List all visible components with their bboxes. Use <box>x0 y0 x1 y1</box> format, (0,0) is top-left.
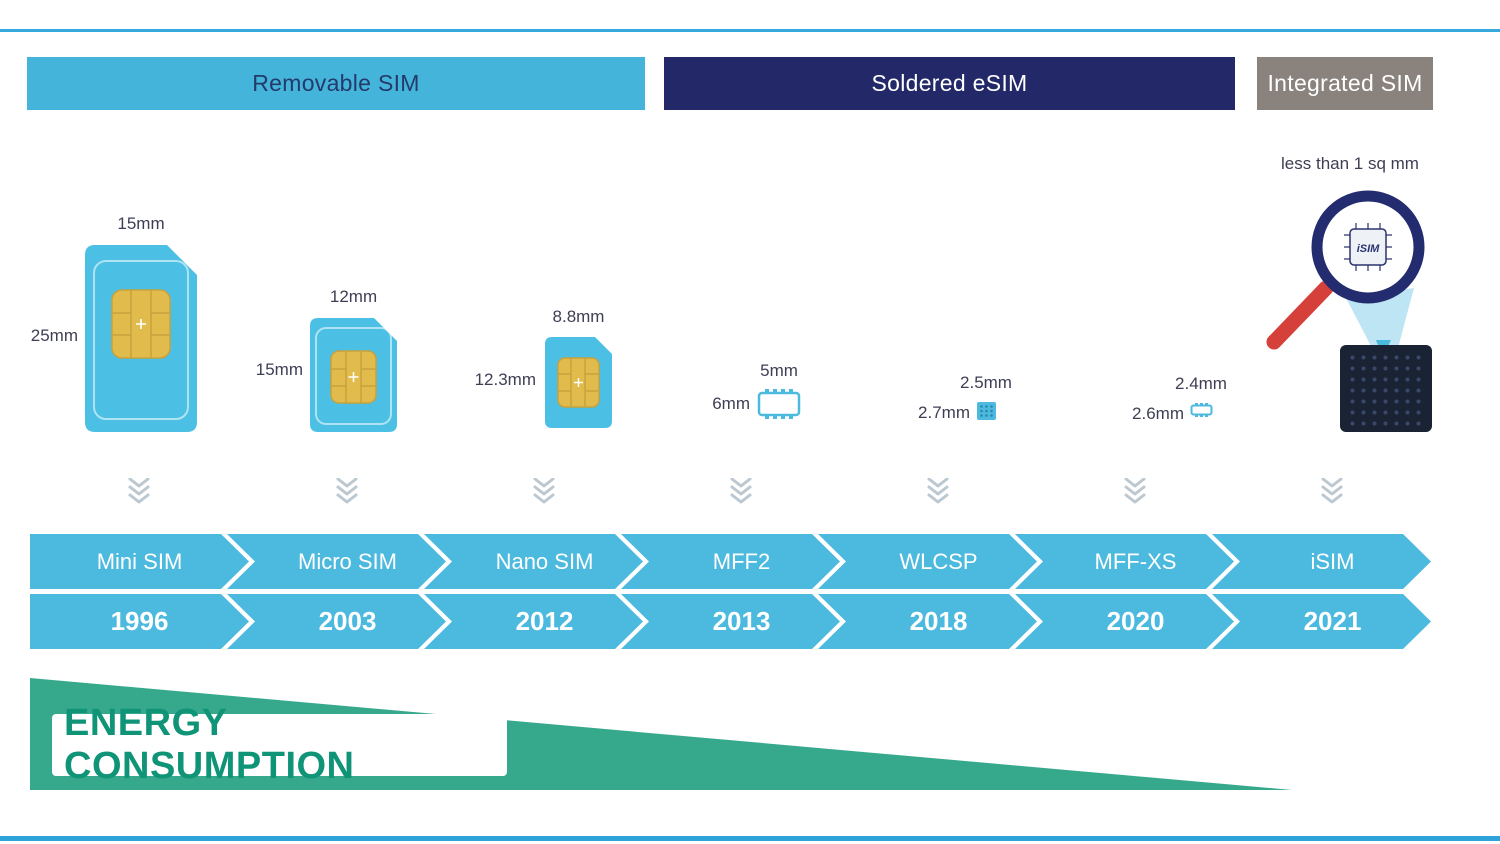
year-label: 2003 <box>318 606 377 636</box>
mff2-chip-icon <box>757 389 801 419</box>
energy-consumption-label: ENERGY CONSUMPTION <box>64 702 355 787</box>
timeline-segment-isim: iSIM <box>1212 534 1431 589</box>
wlcsp-width-label: 2.5mm <box>960 373 1012 392</box>
nano-sim-height-label: 12.3mm <box>474 370 536 389</box>
mff2-width-label: 5mm <box>760 361 798 380</box>
mff-xs-width-label: 2.4mm <box>1175 374 1227 393</box>
mff-xs-height-label: 2.6mm <box>1132 404 1184 423</box>
year-label: 2018 <box>909 606 968 636</box>
header-bar-integrated-sim: Integrated SIM <box>1257 57 1433 110</box>
segment-label: iSIM <box>1310 548 1355 574</box>
chevron-down-icon <box>128 477 150 504</box>
chevron-down-icon <box>336 477 358 504</box>
timeline-segment-wlcsp: WLCSP <box>818 534 1037 589</box>
wlcsp-height-label: 2.7mm <box>918 403 970 422</box>
header-bar-soldered-esim: Soldered eSIM <box>664 57 1235 110</box>
timeline-year-2012: 2012 <box>424 594 643 649</box>
header-removable-sim-label: Removable SIM <box>252 70 420 96</box>
segment-label: Mini SIM <box>96 548 183 574</box>
magnifier-isim-icon: iSIM <box>1266 190 1432 432</box>
top-border-line <box>0 29 1500 32</box>
timeline-names-row: Mini SIM Micro SIM Nano SIM MFF2 WLCSP M… <box>30 534 1432 589</box>
timeline-segment-mini-sim: Mini SIM <box>30 534 249 589</box>
timeline-segment-nano-sim: Nano SIM <box>424 534 643 589</box>
mff2-height-label: 6mm <box>712 394 750 413</box>
year-label: 2012 <box>515 606 574 636</box>
timeline-year-2003: 2003 <box>227 594 446 649</box>
isim-size-note: less than 1 sq mm <box>1281 154 1419 173</box>
chevron-down-icon <box>533 477 555 504</box>
segment-label: Micro SIM <box>298 548 397 574</box>
chevron-down-icon <box>730 477 752 504</box>
timeline-year-2021: 2021 <box>1212 594 1431 649</box>
timeline-year-2018: 2018 <box>818 594 1037 649</box>
year-label: 2020 <box>1106 606 1165 636</box>
year-label: 1996 <box>110 606 169 636</box>
segment-label: MFF-XS <box>1094 548 1177 574</box>
wlcsp-chip-icon <box>977 402 996 420</box>
micro-sim-width-label: 12mm <box>329 287 378 306</box>
isim-soc-chip-icon <box>1340 345 1432 432</box>
magnifier-lens: iSIM <box>1311 190 1425 304</box>
timeline-years-row: 1996 2003 2012 2013 2018 2020 2021 <box>30 594 1432 649</box>
mini-sim-height-label: 25mm <box>30 326 78 345</box>
lens-chip-label: iSIM <box>1357 243 1380 255</box>
header-integrated-sim-label: Integrated SIM <box>1267 70 1423 96</box>
segment-label: WLCSP <box>899 548 978 574</box>
segment-label: MFF2 <box>712 548 771 574</box>
timeline-year-2013: 2013 <box>621 594 840 649</box>
timeline-year-2020: 2020 <box>1015 594 1234 649</box>
header-soldered-esim-label: Soldered eSIM <box>871 70 1028 96</box>
chevron-down-icon <box>1124 477 1146 504</box>
energy-consumption-label-box: ENERGY CONSUMPTION <box>52 702 507 787</box>
chevron-down-icon <box>927 477 949 504</box>
magnifier-handle <box>1266 280 1334 350</box>
micro-sim-card-icon <box>310 318 397 432</box>
mff-xs-chip-icon <box>1190 403 1213 417</box>
mini-sim-width-label: 15mm <box>117 214 165 233</box>
chevron-down-icon <box>1321 477 1343 504</box>
year-label: 2021 <box>1303 606 1362 636</box>
timeline-year-1996: 1996 <box>30 594 249 649</box>
timeline-segment-micro-sim: Micro SIM <box>227 534 446 589</box>
year-label: 2013 <box>712 606 771 636</box>
micro-sim-height-label: 15mm <box>255 360 303 379</box>
mini-sim-card-icon <box>85 245 197 432</box>
timeline-segment-mff2: MFF2 <box>621 534 840 589</box>
header-bar-removable-sim: Removable SIM <box>27 57 645 110</box>
nano-sim-card-icon <box>545 337 612 428</box>
nano-sim-width-label: 8.8mm <box>552 307 605 326</box>
bottom-border-line <box>0 836 1500 841</box>
segment-label: Nano SIM <box>495 548 594 574</box>
timeline-segment-mff-xs: MFF-XS <box>1015 534 1234 589</box>
